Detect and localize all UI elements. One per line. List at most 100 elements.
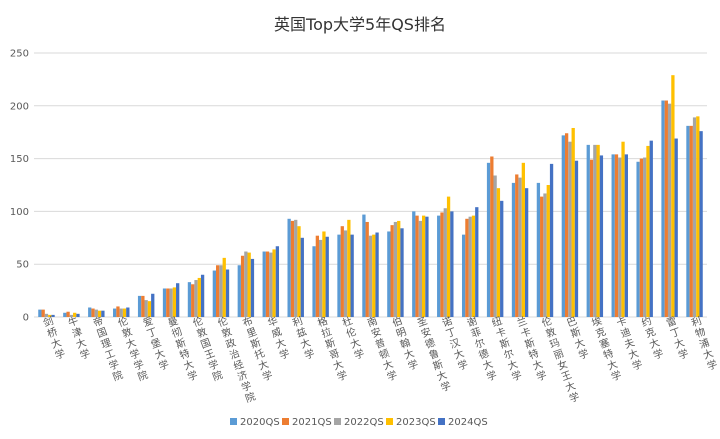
bar [387,231,391,317]
bar [446,196,451,317]
x-tick-label: 约克大学 [640,314,666,362]
legend-item: 2023QS [386,417,436,428]
bar [222,257,226,317]
bar [262,251,266,317]
legend-label: 2022QS [344,417,384,428]
bar [166,288,170,317]
bar [643,157,647,317]
bar [116,306,120,317]
bar [162,288,167,317]
x-tick-label: 利兹大学 [291,315,316,362]
legend-swatch [334,418,341,425]
bar [225,269,230,317]
bar [564,133,569,317]
legend-swatch [438,418,445,425]
bar [543,193,547,317]
bar [461,234,466,317]
bar [290,220,295,317]
x-tick-label: 纽卡斯尔大学 [490,314,524,384]
bar [151,293,155,317]
x-tick-label: 雷丁大学 [665,315,690,362]
x-tick-label: 华威大学 [266,314,292,362]
bar [674,138,678,317]
bar [94,309,98,317]
chart-title: 英国Top大学5年QS排名 [274,15,446,34]
bar [568,141,572,317]
legend-label: 2023QS [396,417,436,428]
bar [169,288,173,317]
legend-item: 2021QS [282,417,332,428]
bar [41,309,45,317]
bar [440,212,444,317]
y-tick-label: 250 [10,49,29,60]
bar [244,251,248,317]
y-tick-label: 200 [10,101,29,112]
x-tick-label: 伦敦政治经济学院 [216,314,257,405]
x-tick-label: 伦敦国王学院 [191,314,225,384]
bar [172,287,177,317]
legend-label: 2024QS [448,417,488,428]
bar [375,232,379,317]
bar [300,237,304,317]
bar [515,174,519,317]
bar [500,200,504,317]
bar [536,182,541,317]
bar [119,308,123,317]
bar [649,140,653,317]
x-tick-label: 曼彻斯特大学 [166,315,199,384]
bar [269,252,273,317]
bar [415,215,419,317]
bar [593,144,597,317]
x-tick-label: 伦敦大学学院 [116,314,150,384]
legend-item: 2020QS [230,417,280,428]
bar [312,246,316,317]
bar [69,314,74,317]
bar [372,234,376,317]
x-tick-label: 南安普顿大学 [365,314,399,384]
bar [618,157,622,317]
bar [599,155,604,317]
bar [191,284,195,317]
bar [48,314,52,317]
bar [126,307,130,317]
bar [315,235,320,317]
bar [144,300,148,317]
bar [524,188,529,317]
bar [621,141,625,317]
bar [493,175,497,317]
bar [219,265,223,317]
bar [197,277,201,317]
bar [465,218,469,317]
bar [275,246,280,317]
bar [368,235,373,317]
x-tick-label: 卡迪夫大学 [615,314,645,373]
bar [91,308,95,317]
bar [574,160,579,317]
legend-swatch [230,418,237,425]
bar [546,185,550,317]
bar [250,258,255,317]
bar [571,127,575,317]
bar [294,219,298,317]
bar [141,295,145,317]
x-tick-label: 利物浦大学 [690,315,719,373]
bar [540,196,544,317]
bar [661,100,665,318]
bar [486,162,491,317]
bar [671,75,675,318]
x-tick-label: 牛津大学 [66,314,92,362]
bar [237,265,241,317]
y-tick-label: 50 [16,260,29,271]
bar [692,117,697,317]
x-tick-label: 格拉斯哥大学 [316,314,350,384]
bar [421,215,426,317]
bar [686,125,690,317]
x-tick-label: 帝国理工学院 [91,314,125,384]
x-tick-label: 巴斯大学 [565,315,590,362]
bar [400,228,404,317]
bar [586,144,590,317]
bar [200,274,205,317]
bar [521,162,525,317]
